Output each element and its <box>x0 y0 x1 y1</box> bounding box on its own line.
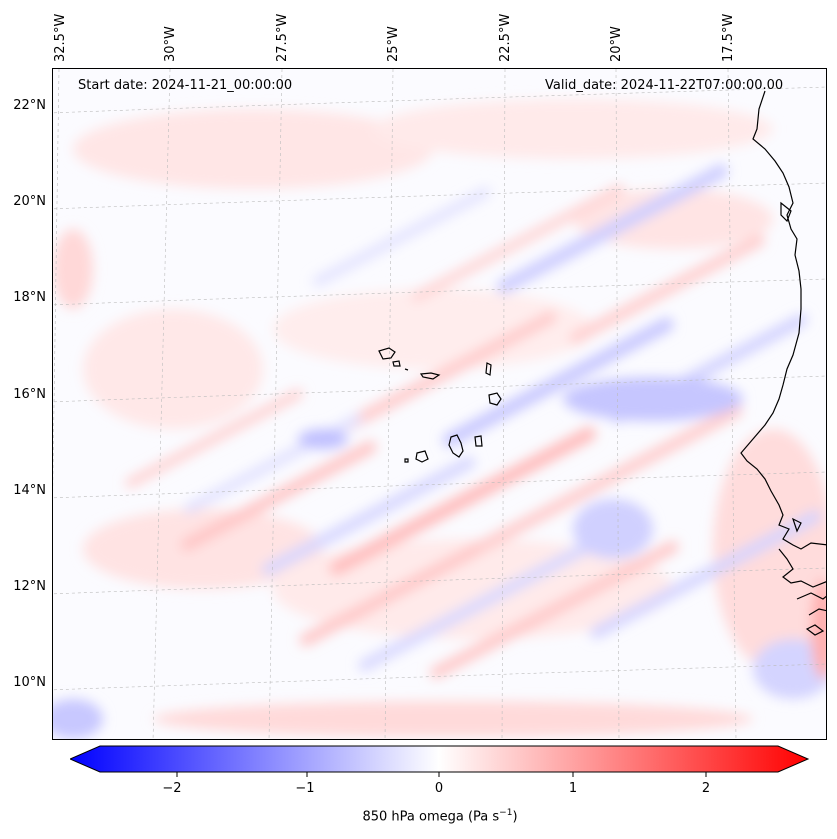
colorbar-tick-1: 1 <box>568 781 578 796</box>
lon-label-17-5w: 17.5°W <box>721 13 736 62</box>
lon-label-30w: 30°W <box>163 26 178 62</box>
lat-label-18n: 18°N <box>13 290 46 305</box>
lat-label-10n: 10°N <box>13 675 46 690</box>
african-coastline <box>740 90 826 636</box>
omega-field-map <box>53 69 826 739</box>
sal-island <box>485 362 492 376</box>
colorbar-label-exponent: −1 <box>499 808 513 818</box>
sao-nicolau-island <box>419 372 441 380</box>
santo-antao-island <box>378 347 396 360</box>
boa-vista-island <box>488 392 502 406</box>
colorbar-tick-neg1: −1 <box>295 781 315 796</box>
lat-label-22n: 22°N <box>13 98 46 113</box>
gridlines <box>53 69 826 739</box>
lat-label-20n: 20°N <box>13 194 46 209</box>
omega-field <box>53 99 826 739</box>
colorbar-label-end: ) <box>512 809 518 825</box>
santiago-island <box>448 434 464 458</box>
santa-luzia-island <box>404 368 409 371</box>
lon-label-22-5w: 22.5°W <box>498 13 513 62</box>
lat-label-14n: 14°N <box>13 483 46 498</box>
lat-label-12n: 12°N <box>13 579 46 594</box>
colorbar-label: 850 hPa omega (Pa s−1) <box>0 808 837 824</box>
maio-island <box>474 435 483 447</box>
colorbar-tick-2: 2 <box>701 781 711 796</box>
start-date-label: Start date: 2024-11-21_00:00:00 <box>78 78 293 93</box>
lat-label-16n: 16°N <box>13 387 46 402</box>
colorbar-ticks <box>176 772 707 777</box>
map-panel[interactable] <box>52 68 827 740</box>
valid-date-label: Valid_date: 2024-11-22T07:00:00.00 <box>545 78 784 93</box>
lon-label-32-5w: 32.5°W <box>53 13 68 62</box>
colorbar-tick-neg2: −2 <box>162 781 182 796</box>
colorbar-label-main: 850 hPa omega (Pa s <box>362 809 500 825</box>
lon-label-25w: 25°W <box>386 26 401 62</box>
sao-vicente-island <box>392 360 401 367</box>
colorbar-bar <box>70 745 810 773</box>
lon-label-27-5w: 27.5°W <box>275 13 290 62</box>
colorbar-tick-0: 0 <box>434 781 444 796</box>
brava-island <box>404 458 409 463</box>
fogo-island <box>415 450 429 463</box>
colorbar <box>70 745 810 777</box>
cape-verde-islands <box>378 347 502 463</box>
lon-label-20w: 20°W <box>609 26 624 62</box>
